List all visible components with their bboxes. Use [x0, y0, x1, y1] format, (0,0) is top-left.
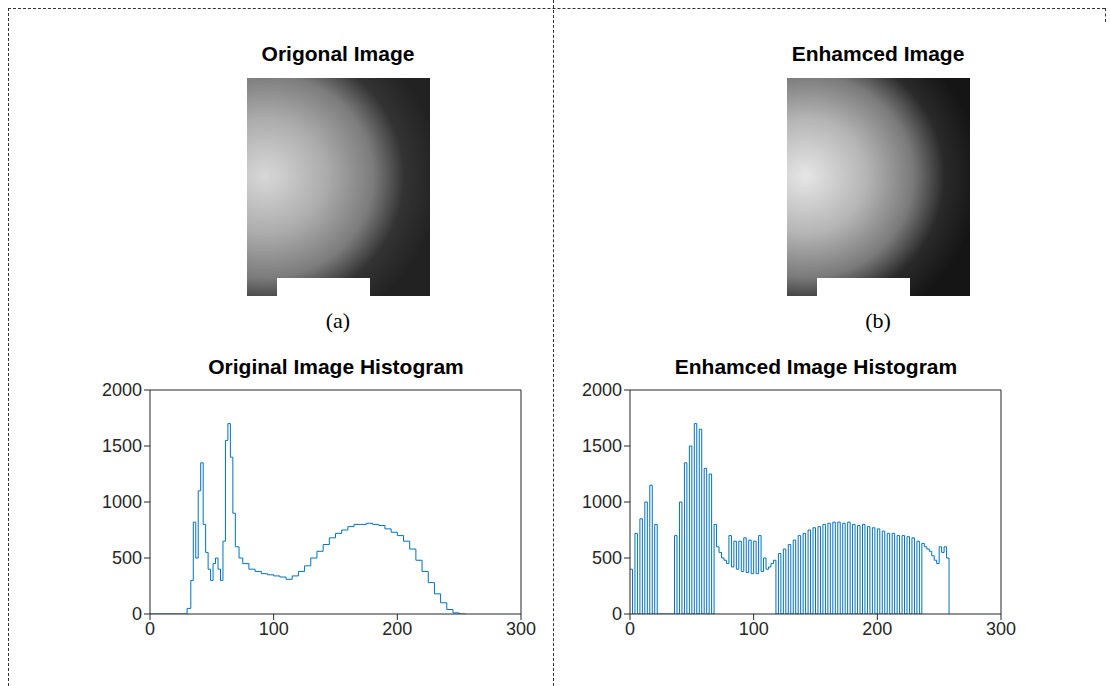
svg-text:100: 100	[739, 619, 769, 639]
svg-text:1000: 1000	[582, 492, 622, 512]
html-text:(a): (a)	[325, 308, 351, 333]
html-text:Enhamced Image: Enhamced Image	[791, 42, 965, 65]
svg-text:0: 0	[612, 604, 622, 624]
svg-text:1500: 1500	[102, 436, 142, 456]
svg-text:1000: 1000	[102, 492, 142, 512]
svg-text:0: 0	[132, 604, 142, 624]
svg-text:0: 0	[145, 619, 155, 639]
html-text:Origonal Image: Origonal Image	[261, 42, 415, 65]
svg-text:2000: 2000	[582, 380, 622, 400]
svg-text:1500: 1500	[582, 436, 622, 456]
html-text:(b): (b)	[865, 308, 891, 333]
svg-text:200: 200	[382, 619, 412, 639]
svg-text:300: 300	[506, 619, 536, 639]
html-text:Original Image Histogram: Original Image Histogram	[208, 355, 464, 378]
svg-text:500: 500	[592, 548, 622, 568]
svg-text:300: 300	[986, 619, 1016, 639]
svg-text:2000: 2000	[102, 380, 142, 400]
svg-text:500: 500	[112, 548, 142, 568]
svg-text:0: 0	[625, 619, 635, 639]
svg-text:200: 200	[862, 619, 892, 639]
svg-text:100: 100	[259, 619, 289, 639]
html-text:Enhamced Image Histogram: Enhamced Image Histogram	[674, 355, 958, 378]
